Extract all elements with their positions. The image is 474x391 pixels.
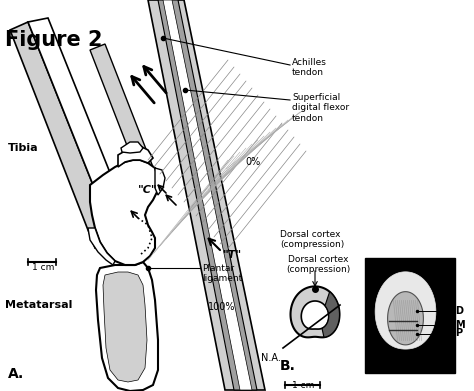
Polygon shape — [148, 0, 265, 390]
Polygon shape — [301, 301, 329, 329]
Text: "C": "C" — [138, 185, 158, 195]
Polygon shape — [155, 168, 165, 195]
Polygon shape — [163, 0, 252, 390]
Text: B.: B. — [280, 359, 296, 373]
Polygon shape — [158, 0, 257, 390]
Text: 1 cm: 1 cm — [292, 381, 314, 390]
Polygon shape — [388, 292, 423, 345]
Polygon shape — [121, 142, 143, 153]
Polygon shape — [28, 18, 135, 240]
Text: Metatarsal: Metatarsal — [5, 300, 73, 310]
Text: Achilles
tendon: Achilles tendon — [292, 58, 327, 77]
Text: Plantar
ligament: Plantar ligament — [202, 264, 242, 283]
Text: Dorsal cortex
(compression): Dorsal cortex (compression) — [286, 255, 350, 274]
Text: 1 cm: 1 cm — [32, 263, 55, 272]
Polygon shape — [291, 286, 339, 337]
Polygon shape — [322, 292, 339, 337]
Text: N.A.: N.A. — [261, 353, 281, 363]
Polygon shape — [90, 160, 158, 265]
Polygon shape — [90, 44, 160, 192]
Text: P: P — [455, 328, 462, 339]
Text: M: M — [455, 319, 465, 330]
Text: 0%: 0% — [245, 157, 260, 167]
Text: D: D — [455, 305, 463, 316]
Text: Figure 2: Figure 2 — [5, 30, 102, 50]
Text: "T": "T" — [223, 250, 242, 260]
Polygon shape — [88, 228, 115, 265]
Text: Dorsal cortex
(compression): Dorsal cortex (compression) — [280, 230, 344, 249]
Text: Tibia: Tibia — [8, 143, 38, 153]
Polygon shape — [118, 146, 153, 167]
Polygon shape — [10, 22, 115, 248]
Polygon shape — [96, 262, 158, 391]
Text: 100%: 100% — [208, 302, 236, 312]
Polygon shape — [103, 272, 147, 382]
Polygon shape — [375, 272, 436, 349]
Text: A.: A. — [8, 367, 24, 381]
Text: Superficial
digital flexor
tendon: Superficial digital flexor tendon — [292, 93, 349, 123]
Bar — [365, 258, 455, 373]
